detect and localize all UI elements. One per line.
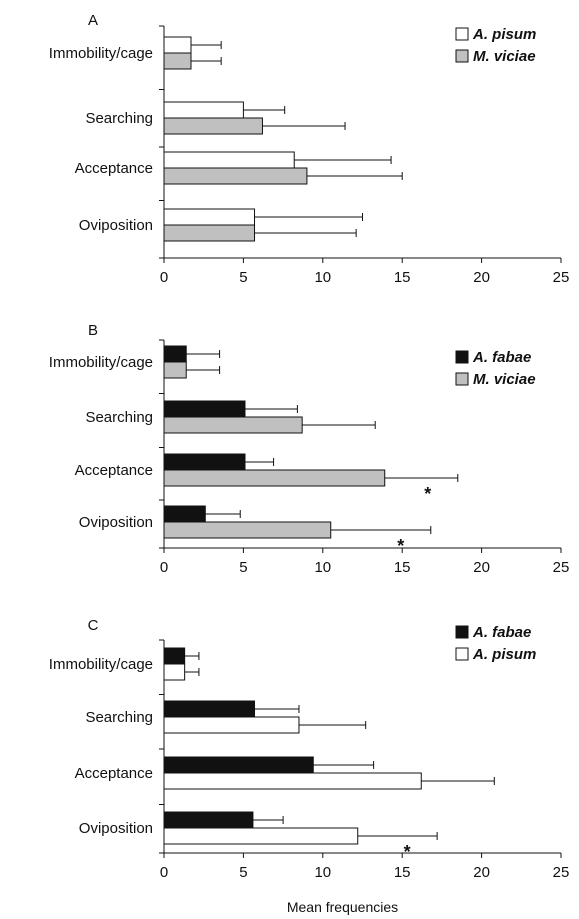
bar <box>163 505 206 523</box>
x-tick-label: 20 <box>473 559 490 576</box>
bar <box>163 521 332 539</box>
x-tick-label: 0 <box>160 269 168 286</box>
bar <box>163 36 192 54</box>
legend-label: A. pisum <box>472 26 536 43</box>
legend-label: A. pisum <box>472 646 536 663</box>
bar <box>163 224 256 242</box>
category-label: Acceptance <box>75 765 153 782</box>
legend-swatch <box>455 625 469 639</box>
x-tick-label: 0 <box>160 864 168 881</box>
bar <box>163 151 295 169</box>
bar <box>163 361 187 379</box>
x-tick-label: 5 <box>239 864 247 881</box>
panel-letter: A <box>88 12 98 29</box>
bar <box>163 647 186 665</box>
x-tick-label: 10 <box>314 864 331 881</box>
significance-marker: * <box>397 536 404 556</box>
panel-letter: C <box>88 617 99 634</box>
x-tick-label: 20 <box>473 864 490 881</box>
category-label: Acceptance <box>75 462 153 479</box>
bar <box>163 772 422 790</box>
category-label: Oviposition <box>79 217 153 234</box>
bar <box>163 101 244 119</box>
x-tick-label: 10 <box>314 269 331 286</box>
legend-label: M. viciae <box>473 371 536 388</box>
significance-marker: * <box>404 842 411 862</box>
legend-swatch <box>455 27 469 41</box>
x-tick-label: 5 <box>239 559 247 576</box>
bar <box>163 208 256 226</box>
category-label: Acceptance <box>75 160 153 177</box>
bar <box>163 827 359 845</box>
bar <box>163 756 314 774</box>
bar <box>163 716 300 734</box>
bar <box>163 453 246 471</box>
legend-swatch <box>455 49 469 63</box>
x-tick-label: 10 <box>314 559 331 576</box>
bar <box>163 811 254 829</box>
category-label: Searching <box>85 110 153 127</box>
panel-b: B Immobility/cage Searching Acceptance Ovipo… <box>49 322 570 576</box>
significance-marker: * <box>424 484 431 504</box>
panel-c: C Immobility/cage Searching Acceptance Ovipo… <box>49 617 570 915</box>
x-tick-label: 15 <box>394 269 411 286</box>
panel-letter: B <box>88 322 98 339</box>
bar <box>163 52 192 70</box>
category-label: Oviposition <box>79 820 153 837</box>
x-tick-label: 5 <box>239 269 247 286</box>
category-label: Immobility/cage <box>49 656 153 673</box>
category-label: Searching <box>85 409 153 426</box>
panel-a: A Immobility/cage Searching Acceptance Ovipo… <box>49 12 570 286</box>
bar <box>163 663 186 681</box>
bar <box>163 700 256 718</box>
legend-swatch <box>455 647 469 661</box>
legend-label: A. fabae <box>472 624 531 641</box>
category-label: Oviposition <box>79 514 153 531</box>
bar <box>163 117 263 135</box>
x-tick-label: 25 <box>553 864 570 881</box>
legend-label: M. viciae <box>473 48 536 65</box>
bar <box>163 469 386 487</box>
bar <box>163 416 303 434</box>
x-tick-label: 0 <box>160 559 168 576</box>
category-label: Searching <box>85 709 153 726</box>
x-tick-label: 20 <box>473 269 490 286</box>
legend-swatch <box>455 372 469 386</box>
bar <box>163 167 308 185</box>
legend-swatch <box>455 350 469 364</box>
x-tick-label: 15 <box>394 559 411 576</box>
x-tick-label: 25 <box>553 269 570 286</box>
category-label: Immobility/cage <box>49 354 153 371</box>
category-label: Immobility/cage <box>49 45 153 62</box>
x-tick-label: 25 <box>553 559 570 576</box>
legend-label: A. fabae <box>472 349 531 366</box>
x-tick-label: 15 <box>394 864 411 881</box>
bar <box>163 400 246 418</box>
bar <box>163 345 187 363</box>
x-axis-title: Mean frequencies <box>287 899 398 915</box>
